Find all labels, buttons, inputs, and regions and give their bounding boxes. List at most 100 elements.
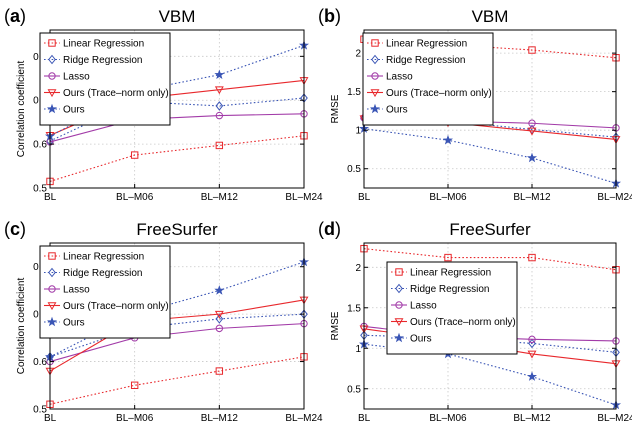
data-point [215, 111, 224, 120]
y-axis-label: Correlation coefficient [16, 61, 27, 158]
legend-box [39, 245, 171, 339]
legend-marker [370, 89, 380, 98]
panel-b: 0.5 1 1.5 2 BL BL–M06 BL–M12 BL–M24 RMSE VBM (b) Li… [318, 6, 632, 203]
data-point [130, 151, 139, 159]
legend-label: Ours [410, 334, 432, 345]
series-line [49, 313, 305, 358]
legend-marker [395, 268, 403, 276]
legend-box [39, 32, 171, 126]
data-point [528, 46, 536, 54]
legend-marker [46, 103, 58, 114]
legend-marker [394, 318, 404, 327]
y-tick-label: 0.5 [347, 164, 361, 175]
legend-label: Ridge Regression [410, 284, 490, 295]
legend-marker [371, 39, 379, 47]
data-point [130, 381, 139, 389]
legend-marker [48, 39, 56, 47]
data-point [527, 127, 537, 136]
x-tick-label: BL–M06 [429, 192, 467, 203]
y-axis-label: RMSE [330, 94, 341, 123]
legend-label: Ours [63, 318, 85, 329]
legend-label: Ours (Trace–norm only) [386, 88, 492, 99]
chart-title: VBM [472, 7, 509, 26]
y-tick-label: 0.6 [33, 357, 47, 368]
y-tick-label: 1 [355, 344, 361, 355]
y-tick-label: 1 [355, 126, 361, 137]
x-tick-label: BL–M24 [597, 192, 632, 203]
data-point [526, 152, 538, 163]
panel-a: 0.50.60.70.8BLBL–M06BL–M12BL–M24Correlat… [4, 6, 323, 203]
x-tick-label: BL–M06 [429, 413, 467, 424]
x-tick-label: BL–M24 [285, 192, 323, 203]
legend-marker [48, 267, 56, 278]
y-tick-label: 2 [355, 263, 361, 274]
legend-marker [369, 103, 381, 114]
data-point [214, 310, 224, 319]
legend-marker [47, 89, 57, 98]
series-line [363, 128, 617, 184]
legend: Linear Regression Ridge Regression Lasso Ou… [386, 261, 518, 355]
data-point [444, 253, 452, 262]
data-point [214, 285, 225, 295]
legend-marker [47, 302, 57, 311]
legend-marker [48, 285, 56, 293]
legend-marker [395, 283, 403, 294]
series-line [49, 113, 305, 143]
data-point [214, 86, 224, 95]
y-tick-label: 0.5 [33, 184, 47, 195]
legend-label: Linear Regression [410, 268, 491, 279]
x-tick-label: BL–M24 [597, 413, 632, 424]
legend-marker [48, 54, 56, 65]
y-tick-label: 0.6 [33, 140, 47, 151]
series-line [49, 299, 305, 372]
y-axis-label: RMSE [330, 311, 341, 340]
series-line [49, 356, 305, 405]
x-tick-label: BL–M12 [513, 192, 551, 203]
x-tick-label: BL [44, 192, 57, 203]
chart-title: FreeSurfer [136, 220, 218, 239]
legend-marker [46, 316, 58, 327]
x-tick-label: BL–M24 [285, 413, 323, 424]
x-tick-label: BL–M12 [201, 192, 239, 203]
x-tick-label: BL–M06 [116, 192, 154, 203]
axes-frame [363, 242, 617, 410]
legend: Linear Regression Ridge Regression Lasso Ou… [39, 245, 171, 339]
panel-d: 0.5 1 1.5 2 BL BL–M06 BL–M12 BL–M24 RMSE FreeSurf… [318, 219, 632, 424]
legend-marker [395, 301, 403, 309]
legend-label: Linear Regression [63, 39, 144, 50]
x-tick-label: BL–M12 [201, 413, 239, 424]
chart-title: VBM [159, 7, 196, 26]
series-line [363, 248, 617, 271]
legend-box [386, 261, 518, 355]
y-tick-label: 2 [355, 49, 361, 60]
legend-marker [371, 54, 379, 65]
chart-title: FreeSurfer [449, 220, 531, 239]
data-point [526, 371, 538, 381]
data-point [527, 350, 537, 359]
data-point [215, 141, 224, 150]
y-axis-label: Correlation coefficient [16, 278, 27, 375]
data-point [528, 119, 536, 127]
panel-label: (b) [318, 6, 341, 26]
x-tick-label: BL–M06 [116, 413, 154, 424]
legend: Linear Regression Ridge Regression Lasso Ou… [362, 32, 494, 126]
legend-label: Ridge Regression [63, 268, 143, 279]
data-point [215, 367, 224, 375]
series-line [49, 323, 305, 363]
legend-label: Ridge Regression [63, 55, 143, 66]
legend-label: Lasso [386, 72, 413, 83]
x-tick-label: BL [358, 413, 371, 424]
panel-label: (a) [4, 6, 26, 26]
data-point [528, 253, 536, 262]
data-point [214, 69, 225, 80]
legend-box [362, 32, 494, 126]
x-tick-label: BL–M12 [513, 413, 551, 424]
legend-label: Ours (Trace–norm only) [63, 301, 169, 312]
x-tick-label: BL [358, 192, 371, 203]
legend: Linear Regression Ridge Regression Lasso Ou… [39, 32, 171, 126]
legend-label: Linear Regression [63, 252, 144, 263]
legend-label: Lasso [410, 301, 437, 312]
x-tick-label: BL [44, 413, 57, 424]
panel-label: (c) [4, 219, 26, 239]
